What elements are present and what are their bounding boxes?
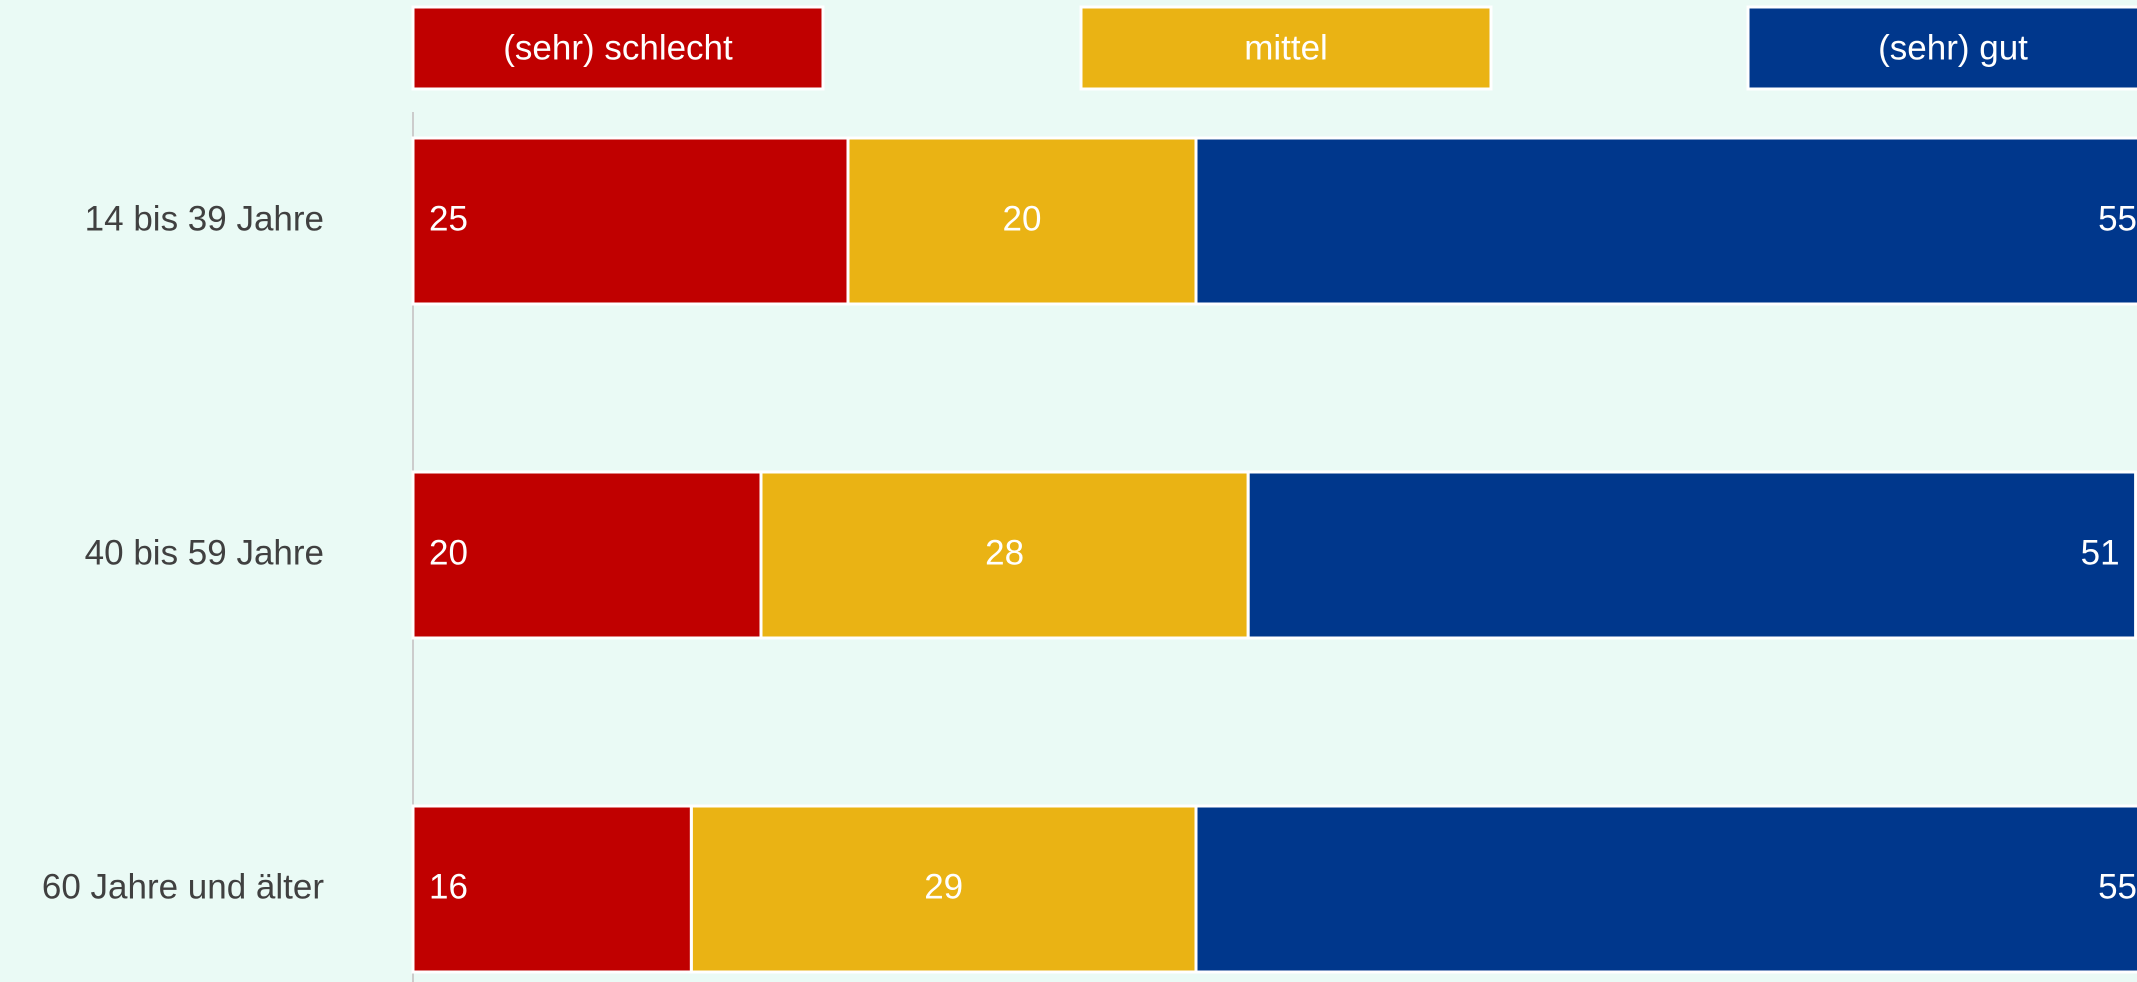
bar-segment-sehr-gut [1194, 804, 2137, 974]
data-label: 20 [429, 533, 468, 572]
bar-segment-mittel [846, 136, 1198, 306]
bar-segment-sehr-schlecht [411, 470, 763, 640]
bar-segment-sehr-gut [1246, 470, 2137, 640]
data-label: 55 [2098, 199, 2137, 238]
bar-segment-sehr-gut [1194, 136, 2137, 306]
data-label: 25 [429, 199, 468, 238]
bar-segment-sehr-schlecht [411, 136, 850, 306]
bar-segment-mittel [689, 804, 1198, 974]
legend-item-sehr-schlecht: (sehr) schlecht [411, 5, 825, 91]
bars: 25 20 55 20 28 51 16 29 55 [411, 136, 2137, 974]
legend-swatch [1746, 5, 2137, 91]
data-label: 29 [924, 867, 963, 906]
data-label: 51 [2081, 533, 2120, 572]
legend-item-sehr-gut: (sehr) gut [1746, 5, 2137, 91]
data-label: 55 [2098, 867, 2137, 906]
category-label: 60 Jahre und älter [42, 867, 324, 906]
legend: (sehr) schlecht mittel (sehr) gut [411, 5, 2137, 91]
category-label: 40 bis 59 Jahre [85, 533, 324, 572]
legend-label: (sehr) gut [1878, 28, 2028, 67]
bar-row: 20 28 51 [411, 470, 2137, 640]
category-label: 14 bis 39 Jahre [85, 199, 324, 238]
bar-segment-mittel [759, 470, 1250, 640]
category-labels: 14 bis 39 Jahre 40 bis 59 Jahre 60 Jahre u… [42, 199, 324, 906]
bar-row: 16 29 55 [411, 804, 2137, 974]
legend-swatch [1079, 5, 1493, 91]
legend-swatch [411, 5, 825, 91]
bar-row: 25 20 55 [411, 136, 2137, 306]
legend-item-mittel: mittel [1079, 5, 1493, 91]
data-label: 28 [985, 533, 1024, 572]
data-label: 16 [429, 867, 468, 906]
legend-label: mittel [1244, 28, 1328, 67]
data-label: 20 [1003, 199, 1042, 238]
legend-label: (sehr) schlecht [503, 28, 733, 67]
bar-segment-sehr-schlecht [411, 804, 693, 974]
